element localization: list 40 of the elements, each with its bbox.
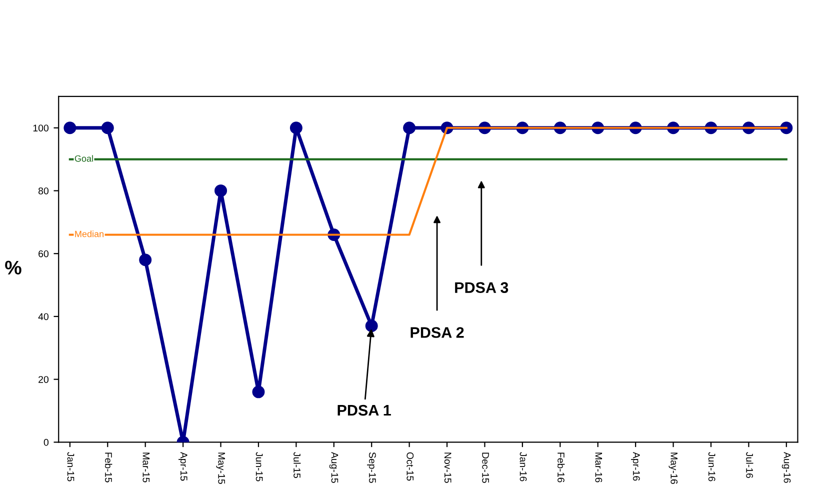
x-tick-label: Aug-16: [782, 452, 791, 483]
x-tick-label: Mar-16: [595, 452, 602, 482]
x-tick-label: May-16: [668, 452, 678, 484]
x-tick-label: Feb-16: [558, 452, 565, 482]
point: [252, 386, 265, 398]
y-tick-label: 20: [38, 376, 49, 383]
x-tick-label: May-15: [216, 452, 225, 484]
point: [403, 122, 416, 134]
annotation: PDSA 1: [338, 404, 391, 416]
x-tick-label: Nov-15: [444, 452, 452, 483]
y-tick-label: 0: [44, 438, 49, 446]
x-tick-label: Sep-15: [367, 452, 376, 483]
x-tick-label: Jun-16: [708, 452, 716, 482]
point: [101, 122, 114, 134]
y-axis-title: %: [5, 260, 22, 274]
x-tick-label: Apr-15: [178, 452, 188, 481]
x-tick-label: Apr-16: [631, 452, 640, 481]
x-tick-label: Aug-15: [329, 452, 338, 483]
point: [214, 184, 228, 197]
series-label: Median: [75, 230, 104, 238]
x-tick-label: Jul-16: [746, 452, 754, 478]
x-tick-label: Jan-15: [67, 452, 74, 482]
y-tick-label: 100: [33, 124, 49, 132]
y-tick-label: 60: [38, 250, 49, 258]
point: [139, 254, 152, 266]
series-label: Goal: [74, 155, 93, 162]
point: [290, 122, 302, 134]
x-tick-label: Feb-15: [105, 452, 112, 482]
point: [365, 320, 378, 332]
annotation: PDSA 2: [410, 327, 464, 338]
y-tick-label: 40: [38, 313, 49, 320]
x-tick-label: Mar-15: [142, 452, 150, 482]
y-tick-label: 80: [38, 187, 49, 194]
point: [64, 122, 76, 134]
x-tick-label: Jan-16: [520, 452, 527, 482]
x-tick-label: Dec-15: [482, 452, 489, 483]
annotation: PDSA 3: [455, 282, 508, 293]
x-tick-label: Jun-15: [256, 452, 263, 482]
x-tick-label: Jul-15: [294, 452, 301, 478]
x-tick-label: Oct-15: [406, 452, 414, 481]
